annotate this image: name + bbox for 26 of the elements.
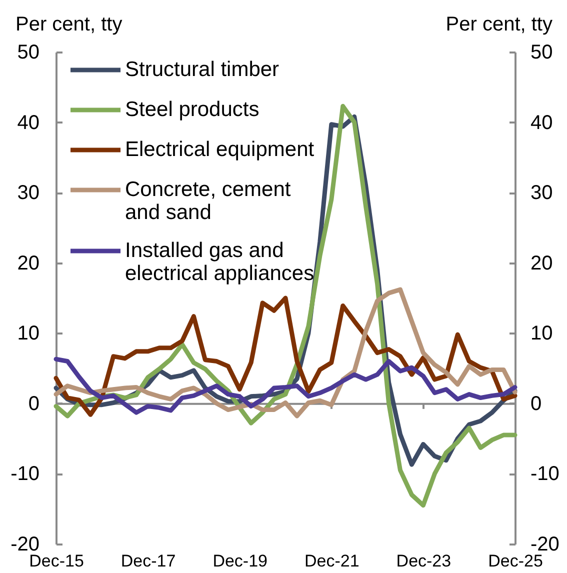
x-tick-label: Dec-19 [212, 552, 268, 570]
legend-label: Installed gas and electrical appliances [125, 239, 314, 285]
y-tick-label: 30 [17, 182, 40, 204]
y2-tick-label: 0 [530, 392, 542, 415]
y2-tick-label: 40 [530, 112, 553, 134]
y-tick-label: 20 [17, 252, 40, 274]
y2-tick-label: 20 [530, 252, 553, 274]
x-tick-label: Dec-23 [396, 552, 452, 570]
legend-label: Structural timber [125, 58, 280, 81]
y-tick-label: 40 [17, 112, 40, 134]
line-series [54, 356, 518, 415]
y-tick-label: -10 [10, 463, 40, 486]
y2-tick-label: 50 [530, 42, 553, 64]
x-tick-label: Dec-21 [304, 552, 360, 570]
y2-tick-label: 10 [530, 322, 553, 345]
y2-tick-label: -10 [530, 463, 560, 486]
legend-label: Steel products [125, 98, 260, 121]
y-tick-label: 0 [28, 392, 40, 415]
y-tick-label: 10 [17, 322, 40, 345]
y2-axis-title: Per cent, tty [446, 14, 552, 36]
legend-label: Concrete, cement and sand [125, 178, 291, 224]
legend-label: Electrical equipment [125, 138, 314, 161]
y-axis-title: Per cent, tty [16, 14, 122, 36]
y2-tick-label: 30 [530, 182, 553, 204]
y-tick-label: 50 [17, 42, 40, 64]
x-tick-label: Dec-17 [120, 552, 176, 570]
